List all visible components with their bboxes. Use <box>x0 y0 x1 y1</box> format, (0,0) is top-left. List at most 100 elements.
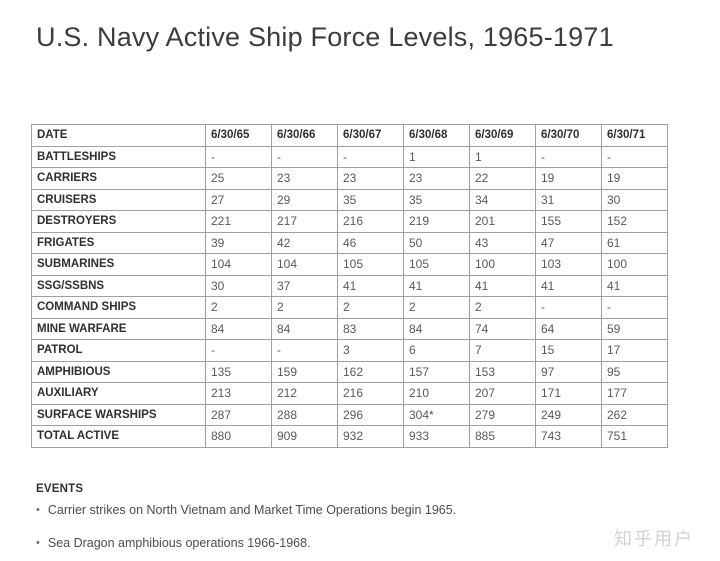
value-cell: - <box>205 339 272 362</box>
value-cell: 210 <box>403 382 470 405</box>
value-cell: 219 <box>403 210 470 233</box>
event-text: Sea Dragon amphibious operations 1966-19… <box>47 536 311 550</box>
value-cell: 22 <box>469 167 536 190</box>
value-cell: 61 <box>601 231 668 254</box>
value-cell: 25 <box>205 167 272 190</box>
row-label: DESTROYERS <box>31 210 206 233</box>
value-cell: 743 <box>535 425 602 448</box>
table-row: CRUISERS 27 29 35 35 34 31 30 <box>31 188 668 211</box>
table-row: COMMAND SHIPS 2 2 2 2 2- - <box>31 296 668 319</box>
table-row: FRIGATES 39 42 46 50 43 47 61 <box>31 231 668 254</box>
value-cell: 2 <box>469 296 536 319</box>
value-cell: 201 <box>469 210 536 233</box>
value-cell: 23 <box>403 167 470 190</box>
value-cell: 262 <box>601 403 668 426</box>
value-cell: - <box>601 145 668 168</box>
value-cell: 155 <box>535 210 602 233</box>
value-cell: 59 <box>601 317 668 340</box>
value-cell: 1 <box>403 145 470 168</box>
year-column-header: 6/30/70 <box>535 124 602 147</box>
value-cell: 105 <box>403 253 470 276</box>
value-cell: 84 <box>205 317 272 340</box>
value-cell: 47 <box>535 231 602 254</box>
year-column-header: 6/30/65 <box>205 124 272 147</box>
value-cell: 84 <box>403 317 470 340</box>
year-column-header: 6/30/68 <box>403 124 470 147</box>
value-cell: - <box>271 145 338 168</box>
value-cell: 216 <box>337 382 404 405</box>
table-row: SURFACE WARSHIPS 287 288 296 304* 279 249 262 <box>31 403 668 426</box>
table-row: BATTLESHIPS - - -1 1- - <box>31 145 668 168</box>
value-cell: 212 <box>271 382 338 405</box>
value-cell: 213 <box>205 382 272 405</box>
value-cell: 41 <box>337 274 404 297</box>
row-label: PATROL <box>31 339 206 362</box>
value-cell: 41 <box>469 274 536 297</box>
value-cell: 30 <box>601 188 668 211</box>
value-cell: 3 <box>337 339 404 362</box>
value-cell: 135 <box>205 360 272 383</box>
event-item: • Carrier strikes on North Vietnam and Ma… <box>36 503 636 517</box>
value-cell: - <box>601 296 668 319</box>
value-cell: 288 <box>271 403 338 426</box>
year-column-header: 6/30/69 <box>469 124 536 147</box>
row-label: SSG/SSBNS <box>31 274 206 297</box>
row-label: TOTAL ACTIVE <box>31 425 206 448</box>
value-cell: - <box>535 296 602 319</box>
value-cell: 2 <box>337 296 404 319</box>
year-column-header: 6/30/71 <box>601 124 668 147</box>
table-row: DESTROYERS 221 217 216 219 201 155 152 <box>31 210 668 233</box>
value-cell: - <box>271 339 338 362</box>
value-cell: 909 <box>271 425 338 448</box>
value-cell: 15 <box>535 339 602 362</box>
row-label: COMMAND SHIPS <box>31 296 206 319</box>
value-cell: 171 <box>535 382 602 405</box>
value-cell: 95 <box>601 360 668 383</box>
events-heading: EVENTS <box>36 483 84 495</box>
value-cell: 97 <box>535 360 602 383</box>
value-cell: 84 <box>271 317 338 340</box>
value-cell: 932 <box>337 425 404 448</box>
value-cell: 29 <box>271 188 338 211</box>
row-label: SUBMARINES <box>31 253 206 276</box>
value-cell: 157 <box>403 360 470 383</box>
row-label: CARRIERS <box>31 167 206 190</box>
value-cell: 35 <box>337 188 404 211</box>
value-cell: 39 <box>205 231 272 254</box>
value-cell: 104 <box>205 253 272 276</box>
value-cell: 279 <box>469 403 536 426</box>
value-cell: 43 <box>469 231 536 254</box>
row-label: AMPHIBIOUS <box>31 360 206 383</box>
value-cell: 1 <box>469 145 536 168</box>
value-cell: 37 <box>271 274 338 297</box>
table-row: SSG/SSBNS 30 37 41 41 41 41 41 <box>31 274 668 297</box>
value-cell: 41 <box>601 274 668 297</box>
table-header-row: DATE 6/30/65 6/30/66 6/30/67 6/30/68 6/30/69 6… <box>31 124 668 147</box>
value-cell: 35 <box>403 188 470 211</box>
value-cell: 17 <box>601 339 668 362</box>
value-cell: 162 <box>337 360 404 383</box>
value-cell: 34 <box>469 188 536 211</box>
bullet-icon: • <box>36 537 40 549</box>
value-cell: 152 <box>601 210 668 233</box>
value-cell: 23 <box>337 167 404 190</box>
value-cell: 885 <box>469 425 536 448</box>
value-cell: 83 <box>337 317 404 340</box>
table-body: BATTLESHIPS - - -1 1- - CARRIERS 25 23 23 23 22 19 19… <box>31 145 668 448</box>
row-label: BATTLESHIPS <box>31 145 206 168</box>
value-cell: 249 <box>535 403 602 426</box>
value-cell: 7 <box>469 339 536 362</box>
date-column-header: DATE <box>31 124 206 147</box>
row-label: MINE WARFARE <box>31 317 206 340</box>
value-cell: 880 <box>205 425 272 448</box>
table-row: AUXILIARY 213 212 216 210 207 171 177 <box>31 382 668 405</box>
table-row: PATROL - -3 6 7 15 17 <box>31 339 668 362</box>
year-column-header: 6/30/66 <box>271 124 338 147</box>
value-cell: 46 <box>337 231 404 254</box>
value-cell: 221 <box>205 210 272 233</box>
value-cell: 19 <box>535 167 602 190</box>
table-row: MINE WARFARE 84 84 83 84 74 64 59 <box>31 317 668 340</box>
page-title: U.S. Navy Active Ship Force Levels, 1965… <box>36 22 614 52</box>
value-cell: 31 <box>535 188 602 211</box>
value-cell: 103 <box>535 253 602 276</box>
